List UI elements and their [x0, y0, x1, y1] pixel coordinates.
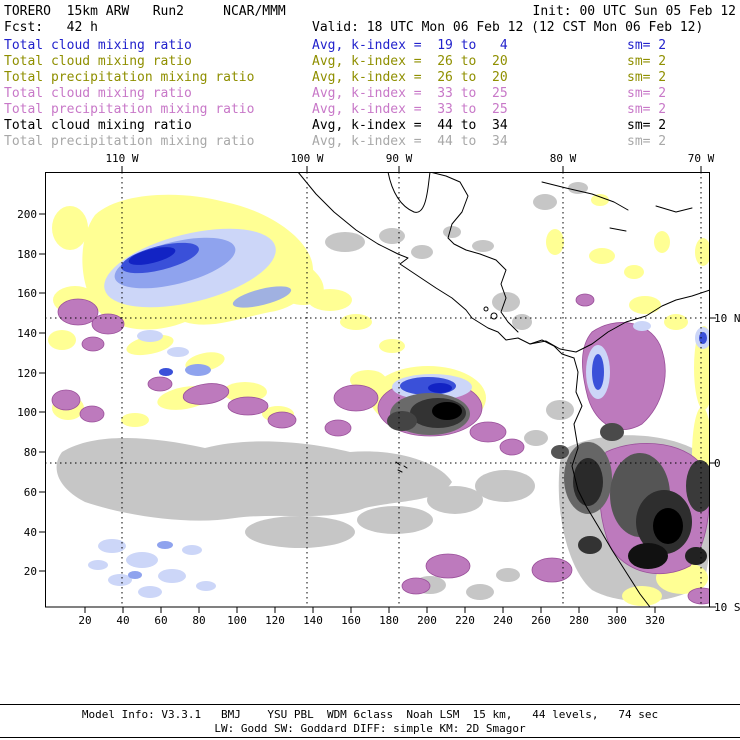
legend-label: Total cloud mixing ratio	[4, 38, 192, 53]
cloud-field-blue	[88, 228, 710, 598]
lat-label: 10 S	[714, 601, 740, 614]
legend-label: Total precipitation mixing ratio	[4, 134, 255, 149]
x-tick-label: 180	[379, 614, 399, 627]
legend-stat: Avg, k-index = 33 to 25	[312, 102, 508, 117]
coastlines	[297, 172, 710, 607]
forecast-hour: Fcst: 42 h	[4, 20, 98, 35]
x-tick-label: 100	[227, 614, 247, 627]
map-border	[45, 172, 710, 608]
model-info-line2: LW: Godd SW: Goddard DIFF: simple KM: 2D…	[214, 722, 526, 735]
legend-label: Total cloud mixing ratio	[4, 54, 192, 69]
legend-stat: Avg, k-index = 19 to 4	[312, 38, 508, 53]
legend-stat: Avg, k-index = 44 to 34	[312, 134, 508, 149]
valid-time: Valid: 18 UTC Mon 06 Feb 12 (12 CST Mon …	[312, 20, 704, 35]
x-tick-label: 160	[341, 614, 361, 627]
model-run-title: TORERO 15km ARW Run2 NCAR/MMM	[4, 4, 286, 19]
y-tick-label: 180	[17, 248, 37, 261]
legend-stat: Avg, k-index = 26 to 20	[312, 70, 508, 85]
legend-label: Total cloud mixing ratio	[4, 118, 192, 133]
lon-label: 100 W	[290, 152, 323, 165]
x-tick-label: 240	[493, 614, 513, 627]
y-tick-label: 140	[17, 327, 37, 340]
init-time: Init: 00 UTC Sun 05 Feb 12	[532, 4, 737, 19]
x-tick-label: 40	[116, 614, 129, 627]
legend-stat: Avg, k-index = 33 to 25	[312, 86, 508, 101]
y-tick-label: 100	[17, 406, 37, 419]
model-info-line1: Model Info: V3.3.1 BMJ YSU PBL WDM 6clas…	[81, 708, 659, 721]
x-tick-label: 80	[192, 614, 205, 627]
legend-sm: sm= 2	[627, 118, 667, 133]
x-tick-label: 260	[531, 614, 551, 627]
x-tick-label: 200	[417, 614, 437, 627]
lon-label: 90 W	[386, 152, 413, 165]
legend-stat: Avg, k-index = 26 to 20	[312, 54, 508, 69]
y-tick-label: 40	[24, 526, 37, 539]
x-tick-label: 220	[455, 614, 475, 627]
legend-label: Total precipitation mixing ratio	[4, 102, 255, 117]
y-tick-label: 120	[17, 367, 37, 380]
lat-label: 10 N	[714, 312, 740, 325]
lon-label: 70 W	[688, 152, 715, 165]
x-tick-label: 300	[607, 614, 627, 627]
y-tick-label: 80	[24, 446, 37, 459]
x-tick-label: 120	[265, 614, 285, 627]
y-tick-label: 20	[24, 565, 37, 578]
legend-sm: sm= 2	[627, 86, 667, 101]
legend-label: Total precipitation mixing ratio	[4, 70, 255, 85]
x-tick-label: 20	[78, 614, 91, 627]
axis-ticks	[39, 166, 716, 613]
legend-stat: Avg, k-index = 44 to 34	[312, 118, 508, 133]
lat-label: 0	[714, 457, 721, 470]
x-tick-label: 280	[569, 614, 589, 627]
x-tick-label: 60	[154, 614, 167, 627]
x-tick-label: 320	[645, 614, 665, 627]
legend-sm: sm= 2	[627, 70, 667, 85]
lon-label: 80 W	[550, 152, 577, 165]
lon-label: 110 W	[105, 152, 138, 165]
legend-sm: sm= 2	[627, 38, 667, 53]
axis-labels: 110 W 100 W 90 W 80 W 70 W 10 N 0 10 S 2…	[17, 152, 740, 627]
y-tick-label: 160	[17, 287, 37, 300]
legend-sm: sm= 2	[627, 134, 667, 149]
legend-sm: sm= 2	[627, 54, 667, 69]
y-tick-label: 200	[17, 208, 37, 221]
legend-sm: sm= 2	[627, 102, 667, 117]
footer-divider-top	[0, 704, 740, 705]
y-tick-label: 60	[24, 486, 37, 499]
x-tick-label: 140	[303, 614, 323, 627]
cloud-field-dark	[387, 393, 710, 569]
footer-divider-bottom	[0, 737, 740, 738]
legend-label: Total cloud mixing ratio	[4, 86, 192, 101]
